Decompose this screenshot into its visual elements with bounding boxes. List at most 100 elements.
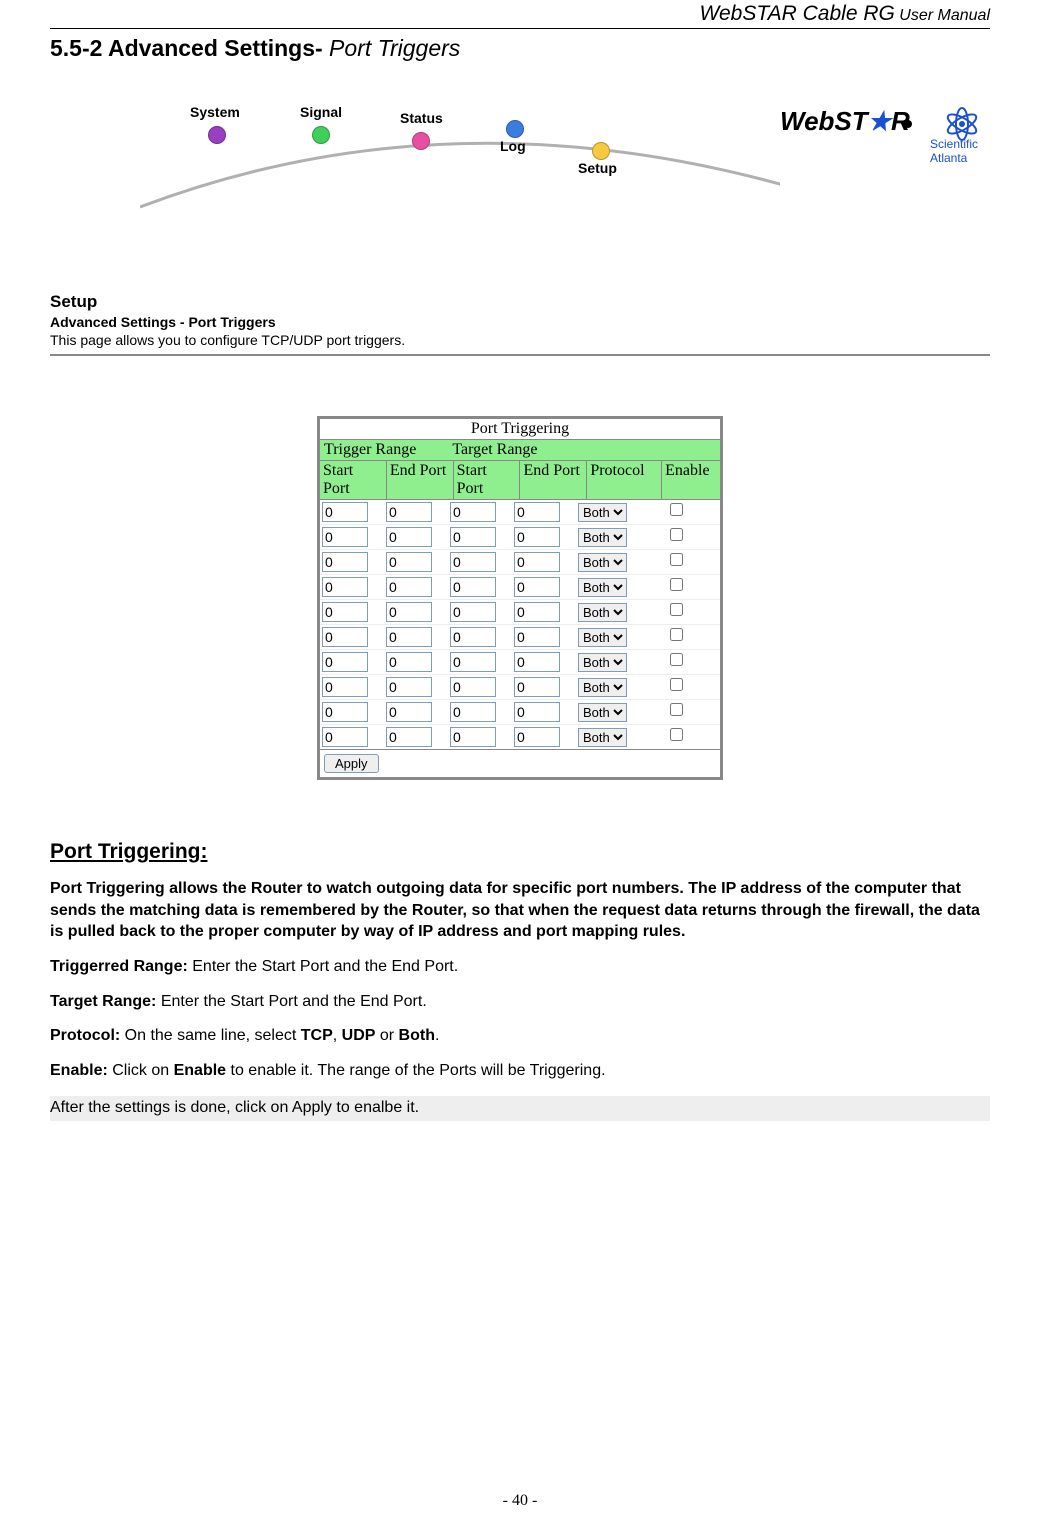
- nav-setup[interactable]: Setup: [578, 160, 617, 176]
- port-input[interactable]: [322, 727, 368, 747]
- product-name: WebSTAR Cable RG: [700, 2, 895, 25]
- port-input[interactable]: [450, 702, 496, 722]
- protocol-pre: On the same line, select: [120, 1027, 301, 1044]
- port-input[interactable]: [386, 627, 432, 647]
- table-row: Both: [320, 525, 720, 550]
- enable-pre: Click on: [108, 1062, 174, 1079]
- nav-system[interactable]: System: [190, 104, 240, 120]
- enable-checkbox[interactable]: [670, 503, 683, 516]
- protocol-select[interactable]: Both: [578, 553, 627, 572]
- port-input[interactable]: [322, 652, 368, 672]
- protocol-select[interactable]: Both: [578, 603, 627, 622]
- port-input[interactable]: [386, 527, 432, 547]
- webstar-part2: ST: [834, 106, 869, 136]
- col-header: Enable: [661, 461, 720, 499]
- enable-checkbox[interactable]: [670, 528, 683, 541]
- port-input[interactable]: [450, 652, 496, 672]
- port-input[interactable]: [386, 602, 432, 622]
- port-input[interactable]: [386, 577, 432, 597]
- port-input[interactable]: [450, 727, 496, 747]
- protocol-select[interactable]: Both: [578, 628, 627, 647]
- port-input[interactable]: [322, 527, 368, 547]
- enable-checkbox[interactable]: [670, 653, 683, 666]
- col-header: End Port: [386, 461, 453, 499]
- port-input[interactable]: [514, 627, 560, 647]
- protocol-select[interactable]: Both: [578, 703, 627, 722]
- enable-checkbox[interactable]: [670, 678, 683, 691]
- enable-checkbox[interactable]: [670, 553, 683, 566]
- triggered-text: Enter the Start Port and the End Port.: [188, 958, 458, 975]
- enable-checkbox[interactable]: [670, 578, 683, 591]
- apply-button[interactable]: Apply: [324, 754, 379, 773]
- port-input[interactable]: [514, 602, 560, 622]
- port-input[interactable]: [386, 502, 432, 522]
- port-input[interactable]: [450, 627, 496, 647]
- explain-lead: Port Triggering allows the Router to wat…: [50, 878, 990, 943]
- port-input[interactable]: [450, 527, 496, 547]
- port-input[interactable]: [514, 552, 560, 572]
- triggered-label: Triggerred Range:: [50, 958, 188, 975]
- table-row: Both: [320, 725, 720, 749]
- port-input[interactable]: [514, 677, 560, 697]
- explain-final: After the settings is done, click on App…: [50, 1096, 990, 1121]
- protocol-select[interactable]: Both: [578, 653, 627, 672]
- port-input[interactable]: [386, 702, 432, 722]
- port-input[interactable]: [514, 527, 560, 547]
- explain-enable: Enable: Click on Enable to enable it. Th…: [50, 1061, 990, 1082]
- nav-log[interactable]: Log: [500, 138, 526, 154]
- port-input[interactable]: [322, 702, 368, 722]
- port-input[interactable]: [450, 502, 496, 522]
- orb-setup-icon: [592, 142, 610, 160]
- port-input[interactable]: [514, 577, 560, 597]
- port-input[interactable]: [322, 602, 368, 622]
- enable-checkbox[interactable]: [670, 703, 683, 716]
- sa-line2: Atlanta: [930, 151, 968, 165]
- enable-checkbox[interactable]: [670, 628, 683, 641]
- port-input[interactable]: [386, 677, 432, 697]
- col-header: End Port: [519, 461, 586, 499]
- port-input[interactable]: [450, 552, 496, 572]
- nav-signal[interactable]: Signal: [300, 104, 342, 120]
- table-row: Both: [320, 625, 720, 650]
- port-input[interactable]: [514, 502, 560, 522]
- port-input[interactable]: [386, 552, 432, 572]
- port-input[interactable]: [322, 552, 368, 572]
- section-number: 5.5-2 Advanced Settings-: [50, 35, 323, 61]
- orb-log-icon: [506, 120, 524, 138]
- page-footer: - 40 -: [0, 1492, 1040, 1510]
- port-input[interactable]: [514, 652, 560, 672]
- port-input[interactable]: [514, 727, 560, 747]
- port-input[interactable]: [386, 652, 432, 672]
- nav-status[interactable]: Status: [400, 110, 443, 126]
- protocol-select[interactable]: Both: [578, 728, 627, 747]
- range-header: Trigger Range: [320, 440, 448, 460]
- nav-banner: System Signal Status Log Setup WebST★R: [200, 102, 840, 262]
- port-input[interactable]: [450, 602, 496, 622]
- doc-header: WebSTAR Cable RG User Manual: [50, 0, 990, 29]
- table-row: Both: [320, 650, 720, 675]
- port-input[interactable]: [322, 577, 368, 597]
- enable-checkbox[interactable]: [670, 603, 683, 616]
- port-input[interactable]: [322, 627, 368, 647]
- target-text: Enter the Start Port and the End Port.: [156, 993, 426, 1010]
- port-input[interactable]: [322, 677, 368, 697]
- enable-word: Enable: [174, 1062, 226, 1079]
- protocol-tcp: TCP: [301, 1027, 333, 1044]
- port-input[interactable]: [450, 677, 496, 697]
- port-input[interactable]: [386, 727, 432, 747]
- protocol-select[interactable]: Both: [578, 528, 627, 547]
- protocol-select[interactable]: Both: [578, 678, 627, 697]
- protocol-select[interactable]: Both: [578, 503, 627, 522]
- protocol-select[interactable]: Both: [578, 578, 627, 597]
- col-header: Start Port: [320, 461, 386, 499]
- protocol-udp: UDP: [342, 1027, 376, 1044]
- enable-checkbox[interactable]: [670, 728, 683, 741]
- explain-protocol: Protocol: On the same line, select TCP, …: [50, 1026, 990, 1047]
- table-title: Port Triggering: [320, 419, 720, 440]
- port-input[interactable]: [322, 502, 368, 522]
- sa-line1: Scientific: [930, 137, 978, 151]
- explain-triggered: Triggerred Range: Enter the Start Port a…: [50, 957, 990, 978]
- port-input[interactable]: [450, 577, 496, 597]
- port-input[interactable]: [514, 702, 560, 722]
- setup-divider: [50, 354, 990, 356]
